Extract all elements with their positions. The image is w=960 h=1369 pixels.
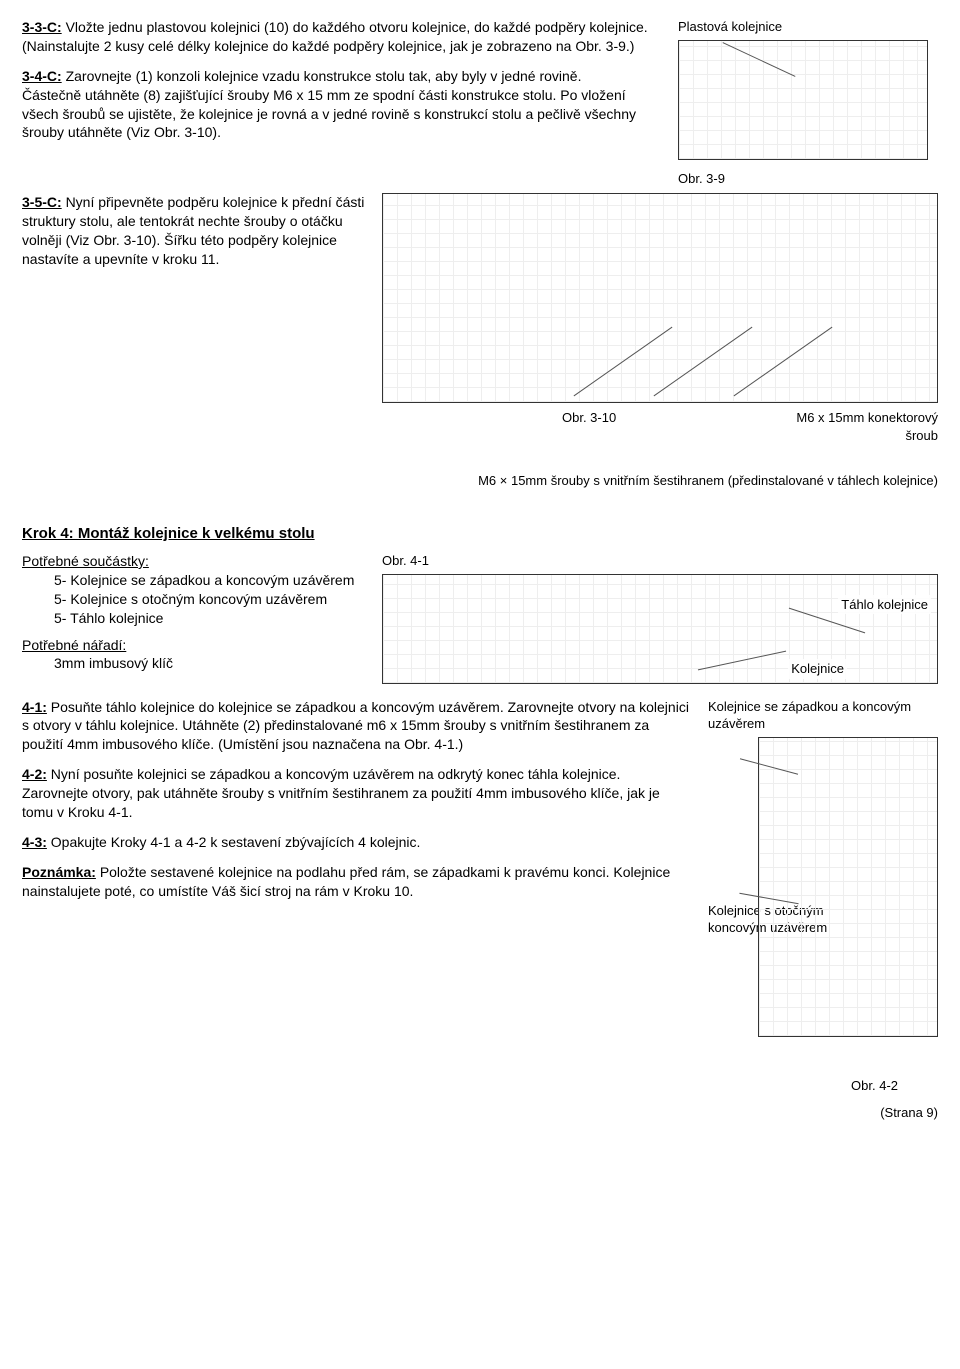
fig-label-3-9: Obr. 3-9 [678,170,725,188]
label-3-4c: 3-4-C: [22,68,62,84]
callout-plastova: Plastová kolejnice [678,18,782,36]
para-4-3: 4-3: Opakujte Kroky 4-1 a 4-2 k sestaven… [22,833,690,852]
note-text: Položte sestavené kolejnice na podlahu p… [22,864,670,899]
page-number: (Strana 9) [22,1104,938,1122]
section-3-5c: 3-5-C: Nyní připevněte podpěru kolejnice… [22,193,938,444]
label-4-2: 4-2: [22,766,47,782]
callout-tahlo: Táhlo kolejnice [838,595,931,615]
figure-3-9 [678,40,928,160]
tools-heading: Potřebné nářadí: [22,636,382,655]
callout-kolejnice: Kolejnice [788,659,847,679]
text-3-5c: Nyní připevněte podpěru kolejnice k před… [22,194,364,267]
text-4-2: Nyní posuňte kolejnici se západkou a kon… [22,766,660,820]
para-3-4c-a: 3-4-C: Zarovnejte (1) konzoli kolejnice … [22,67,658,143]
fig-label-4-1: Obr. 4-1 [382,552,938,570]
callout-42-top: Kolejnice se západkou a koncovým uzávěre… [708,698,938,733]
parts-heading: Potřebné součástky: [22,552,382,571]
section-4-steps: 4-1: Posuňte táhlo kolejnice do kolejnic… [22,698,938,1095]
figure-4-2 [758,737,938,1037]
para-4-1: 4-1: Posuňte táhlo kolejnice do kolejnic… [22,698,690,755]
fig-label-3-10: Obr. 3-10 [562,409,616,444]
parts-item-1: 5- Kolejnice s otočným koncovým uzávěrem [22,590,382,609]
para-3-3c: 3-3-C: Vložte jednu plastovou kolejnici … [22,18,658,56]
text-3-4c-a: Zarovnejte (1) konzoli kolejnice vzadu k… [66,68,582,84]
text-4-3: Opakujte Kroky 4-1 a 4-2 k sestavení zbý… [51,834,421,850]
section-step4: Krok 4: Montáž kolejnice k velkému stolu… [22,524,938,684]
note-m6-preinstalled: M6 × 15mm šrouby s vnitřním šestihranem … [22,472,938,490]
figure-3-10 [382,193,938,403]
para-3-5c: 3-5-C: Nyní připevněte podpěru kolejnice… [22,193,368,269]
parts-item-0: 5- Kolejnice se západkou a koncovým uzáv… [22,571,382,590]
label-3-3c: 3-3-C: [22,19,62,35]
step4-title: Krok 4: Montáž kolejnice k velkému stolu [22,524,938,544]
text-3-3c: Vložte jednu plastovou kolejnici (10) do… [22,19,648,54]
label-3-5c: 3-5-C: [22,194,62,210]
text-4-1: Posuňte táhlo kolejnice do kolejnice se … [22,699,689,753]
parts-item-2: 5- Táhlo kolejnice [22,609,382,628]
label-4-3: 4-3: [22,834,47,850]
tools-item: 3mm imbusový klíč [22,654,382,673]
callout-m6-connector: M6 x 15mm konektorový šroub [768,409,938,444]
figure-4-1: Táhlo kolejnice Kolejnice [382,574,938,684]
fig-label-4-2: Obr. 4-2 [708,1077,938,1095]
para-note: Poznámka: Položte sestavené kolejnice na… [22,863,690,901]
para-4-2: 4-2: Nyní posuňte kolejnici se západkou … [22,765,690,822]
section-3-top: 3-3-C: Vložte jednu plastovou kolejnici … [22,18,938,187]
label-4-1: 4-1: [22,699,47,715]
note-label: Poznámka: [22,864,96,880]
text-3-4c-b: Částečně utáhněte (8) zajišťující šrouby… [22,87,636,141]
